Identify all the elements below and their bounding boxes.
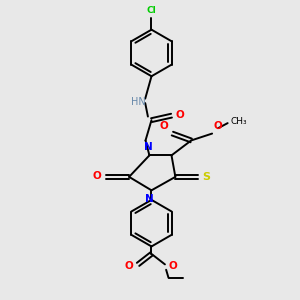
- Text: N: N: [145, 194, 154, 205]
- Text: O: O: [92, 171, 101, 181]
- Text: O: O: [169, 261, 177, 271]
- Text: CH₃: CH₃: [231, 116, 247, 125]
- Text: O: O: [159, 121, 168, 131]
- Text: Cl: Cl: [147, 6, 156, 15]
- Text: S: S: [202, 172, 211, 182]
- Text: N: N: [144, 142, 153, 152]
- Text: O: O: [125, 261, 134, 271]
- Text: HN: HN: [131, 97, 146, 106]
- Text: O: O: [176, 110, 184, 120]
- Text: O: O: [214, 121, 222, 131]
